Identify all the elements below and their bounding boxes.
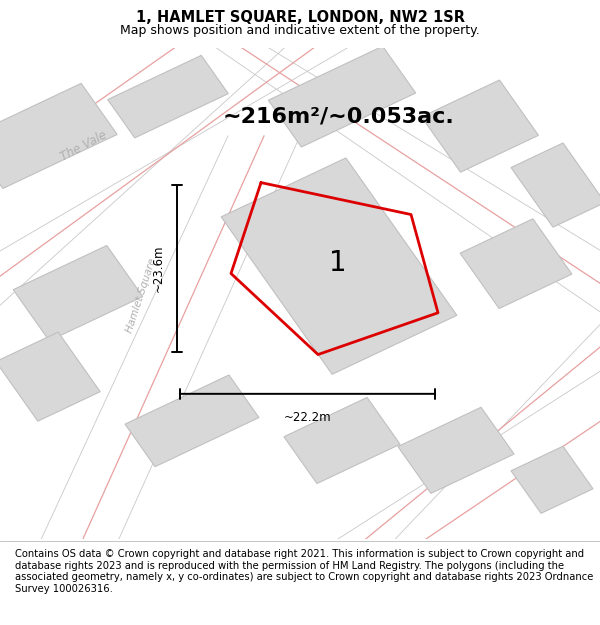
Polygon shape <box>221 158 457 374</box>
Text: 1, HAMLET SQUARE, LONDON, NW2 1SR: 1, HAMLET SQUARE, LONDON, NW2 1SR <box>136 9 464 24</box>
Polygon shape <box>125 375 259 467</box>
Text: ~216m²/~0.053ac.: ~216m²/~0.053ac. <box>223 106 455 126</box>
Polygon shape <box>13 246 143 341</box>
Text: The Vale: The Vale <box>59 128 109 163</box>
Text: Map shows position and indicative extent of the property.: Map shows position and indicative extent… <box>120 24 480 37</box>
Text: 1: 1 <box>329 249 347 277</box>
Text: Contains OS data © Crown copyright and database right 2021. This information is : Contains OS data © Crown copyright and d… <box>15 549 593 594</box>
Polygon shape <box>0 332 100 421</box>
Polygon shape <box>284 398 400 484</box>
Text: ~22.2m: ~22.2m <box>284 411 331 424</box>
Polygon shape <box>108 56 228 138</box>
Polygon shape <box>398 408 514 493</box>
Text: ~23.6m: ~23.6m <box>151 245 164 292</box>
Polygon shape <box>511 143 600 227</box>
Text: Hamlet Square: Hamlet Square <box>124 257 158 334</box>
Polygon shape <box>511 446 593 513</box>
Polygon shape <box>268 46 416 147</box>
Polygon shape <box>0 83 117 189</box>
Polygon shape <box>422 80 538 172</box>
Polygon shape <box>460 219 572 309</box>
